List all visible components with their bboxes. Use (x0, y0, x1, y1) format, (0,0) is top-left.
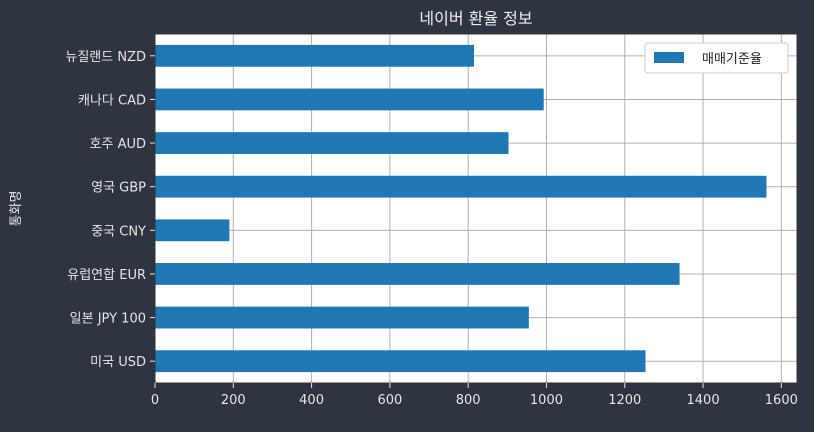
y-tick-label: 중국 CNY (91, 224, 146, 239)
plot-frame (154, 33, 798, 384)
x-tick-label: 200 (221, 393, 246, 408)
plot-area (155, 34, 797, 383)
y-tick-label: 미국 USD (90, 355, 146, 370)
bar-0 (155, 350, 646, 373)
bar-4 (155, 175, 767, 198)
y-tick-label: 영국 GBP (91, 181, 146, 196)
bar-2 (155, 263, 680, 285)
x-tick-label: 600 (377, 393, 402, 408)
x-axis: 0 200 400 600 800 1000 1200 1400 1600 (151, 383, 798, 408)
x-tick-label: 400 (299, 393, 324, 408)
y-tick-label: 캐나다 CAD (78, 93, 146, 108)
x-tick-label: 1000 (530, 393, 563, 408)
legend: 매매기준율 (644, 42, 789, 74)
y-tick-label: 유럽연합 EUR (67, 268, 146, 283)
y-tick-label: 호주 AUD (90, 137, 146, 152)
y-tick-label: 일본 JPY 100 (70, 312, 146, 327)
legend-box (644, 42, 789, 74)
bar-7 (155, 44, 475, 67)
bar-5 (155, 132, 509, 154)
bar-1 (155, 306, 529, 329)
legend-swatch (654, 52, 684, 63)
bars (155, 44, 767, 373)
y-tick-label: 뉴질랜드 NZD (65, 50, 146, 65)
bar-6 (155, 88, 544, 111)
y-axis: 미국 USD 일본 JPY 100 유럽연합 EUR 중국 CNY 영국 GBP 호주 A… (65, 50, 155, 370)
x-tick-label: 1600 (765, 393, 798, 408)
x-tick-label: 800 (456, 393, 481, 408)
x-tick-label: 1200 (608, 393, 641, 408)
legend-label: 매매기준율 (702, 52, 762, 67)
x-tick-label: 0 (151, 393, 159, 408)
bar-3 (155, 219, 230, 242)
chart-title: 네이버 환율 정보 (419, 9, 532, 28)
y-axis-label: 통화명 (9, 191, 24, 227)
x-tick-label: 1400 (687, 393, 720, 408)
